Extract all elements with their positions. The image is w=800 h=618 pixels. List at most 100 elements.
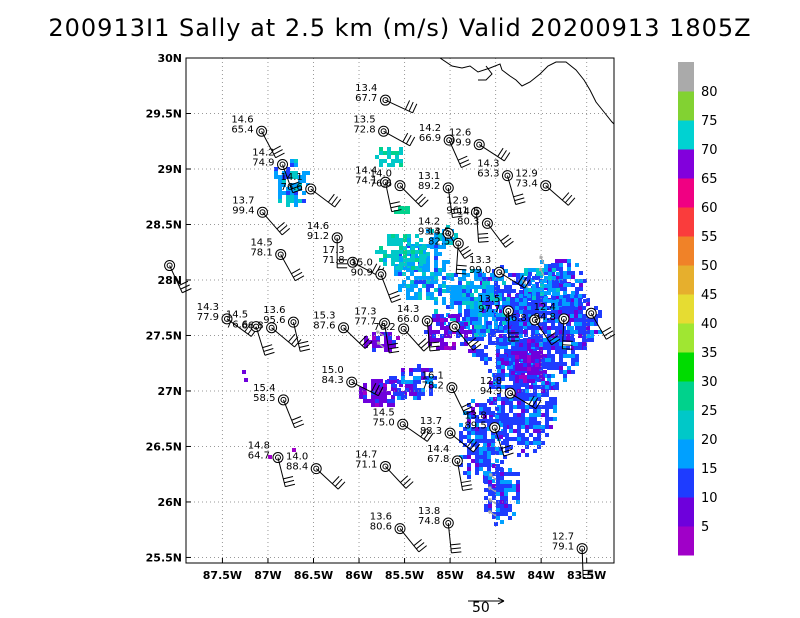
- radar-cell: [450, 241, 454, 245]
- radar-cell: [456, 314, 460, 318]
- radar-cell: [500, 468, 504, 472]
- radar-cell: [492, 329, 496, 333]
- observation-marker-inner: [397, 182, 403, 189]
- radar-cell: [388, 348, 392, 352]
- radar-cell: [571, 362, 575, 366]
- radar-cell: [541, 441, 545, 445]
- radar-cell: [417, 376, 421, 380]
- radar-cell: [515, 306, 519, 310]
- radar-cell: [406, 276, 410, 280]
- wind-barb-flag: [503, 152, 511, 162]
- radar-cell: [567, 263, 571, 267]
- radar-cell: [387, 163, 391, 167]
- radar-cell: [474, 273, 478, 277]
- radar-cell: [503, 455, 507, 459]
- radar-cell: [529, 393, 533, 397]
- radar-cell: [511, 371, 515, 375]
- radar-cell: [504, 488, 508, 492]
- radar-cell: [540, 260, 544, 264]
- radar-cell: [499, 326, 503, 330]
- radar-cell: [410, 296, 414, 300]
- radar-cell: [533, 397, 537, 401]
- radar-cell: [454, 297, 458, 301]
- radar-cell: [559, 342, 563, 346]
- colorbar-segment: [678, 497, 694, 527]
- radar-cell: [515, 298, 519, 302]
- radar-cell: [397, 396, 401, 400]
- observation-marker-inner: [259, 209, 266, 216]
- radar-cell: [456, 330, 460, 334]
- radar-cell: [438, 252, 442, 256]
- radar-cell: [535, 359, 539, 363]
- radar-cell: [426, 264, 430, 268]
- radar-cell: [458, 297, 462, 301]
- radar-cell: [490, 297, 494, 301]
- radar-cell: [553, 417, 557, 421]
- radar-cell: [421, 368, 425, 372]
- radar-cell: [359, 391, 363, 395]
- colorbar-segment: [678, 352, 694, 382]
- radar-cell: [432, 330, 436, 334]
- wind-barb-flag: [416, 542, 425, 550]
- radar-cell: [411, 250, 415, 254]
- wind-barb-flag: [549, 335, 558, 342]
- radar-cell: [543, 307, 547, 311]
- radar-cell: [545, 381, 549, 385]
- radar-cell: [371, 395, 375, 399]
- radar-cell: [395, 151, 399, 155]
- radar-cell: [487, 411, 491, 415]
- radar-cell: [539, 310, 543, 314]
- radar-cell: [511, 346, 515, 350]
- radar-cell: [499, 451, 503, 455]
- radar-cell: [446, 289, 450, 293]
- radar-cell: [503, 427, 507, 431]
- radar-cell: [434, 241, 438, 245]
- radar-cell: [499, 334, 503, 338]
- wind-barb-flag: [361, 338, 370, 347]
- x-tick-label: 87W: [254, 569, 281, 582]
- radar-cell: [414, 292, 418, 296]
- radar-cell: [411, 254, 415, 258]
- radar-vector-head: [488, 498, 492, 502]
- radar-cell: [545, 393, 549, 397]
- radar-cell: [551, 263, 555, 267]
- radar-cell: [570, 338, 574, 342]
- observation-speed: 15.0: [321, 365, 343, 376]
- radar-cell: [547, 306, 551, 310]
- radar-cell: [454, 301, 458, 305]
- radar-cell: [551, 326, 555, 330]
- observation-direction: 67.7: [355, 93, 377, 104]
- observation: 12.894.9: [480, 376, 542, 410]
- observation-marker-inner: [448, 384, 455, 391]
- radar-cell: [434, 244, 438, 248]
- radar-cell: [467, 439, 471, 443]
- colorbar-segment: [678, 62, 694, 92]
- radar-cell: [549, 401, 553, 405]
- radar-cell: [491, 431, 495, 435]
- observation-direction: 79.1: [552, 542, 574, 553]
- colorbar-label: 20: [701, 433, 718, 448]
- radar-cell: [444, 326, 448, 330]
- radar-cell: [399, 159, 403, 163]
- radar-cell: [384, 348, 388, 352]
- observation-direction: 93.4: [418, 226, 440, 237]
- radar-cell: [426, 280, 430, 284]
- radar-cell: [282, 191, 286, 195]
- observation-speed: 13.8: [418, 506, 440, 517]
- radar-cell: [413, 388, 417, 392]
- radar-cell: [544, 276, 548, 280]
- observation-speed: 17.3: [354, 306, 376, 317]
- radar-cell: [470, 309, 474, 313]
- radar-cell: [426, 296, 430, 300]
- radar-cell: [399, 383, 403, 387]
- wind-barb-flag: [451, 551, 462, 554]
- radar-cell: [379, 391, 383, 395]
- radar-cell: [479, 467, 483, 471]
- radar-cell: [543, 271, 547, 275]
- radar-cell: [548, 272, 552, 276]
- radar-cell: [517, 425, 521, 429]
- radar-cell: [499, 354, 503, 358]
- radar-cell: [458, 281, 462, 285]
- radar-cell: [418, 292, 422, 296]
